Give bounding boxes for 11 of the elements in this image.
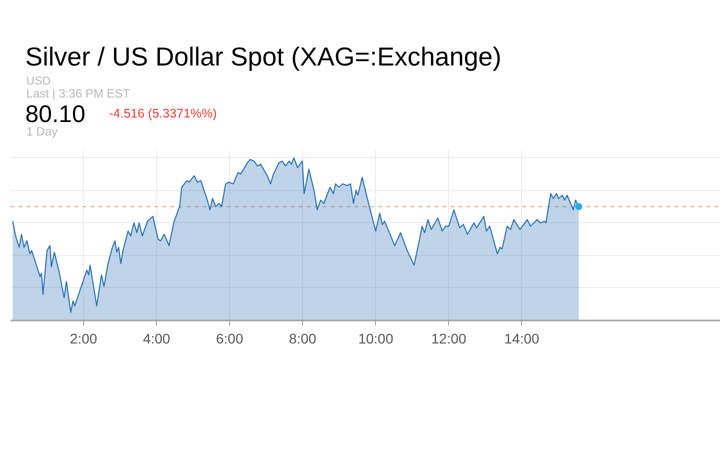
x-tick-label: 4:00 [142,330,170,346]
text: USD [26,76,51,88]
text: Last | 3:36 PM EST [26,86,131,100]
x-tick-label: 10:00 [358,330,394,346]
text: -4.516 (5.3371%%) [109,106,217,120]
chart-title: Silver / US Dollar Spot (XAG=:Exchange) [25,42,502,72]
x-tick-label: 2:00 [70,330,98,346]
x-tick-label: 14:00 [504,330,540,346]
x-tick-label: 8:00 [289,330,317,346]
x-tick-label: 12:00 [431,330,467,346]
x-tick-label: 6:00 [216,330,244,346]
